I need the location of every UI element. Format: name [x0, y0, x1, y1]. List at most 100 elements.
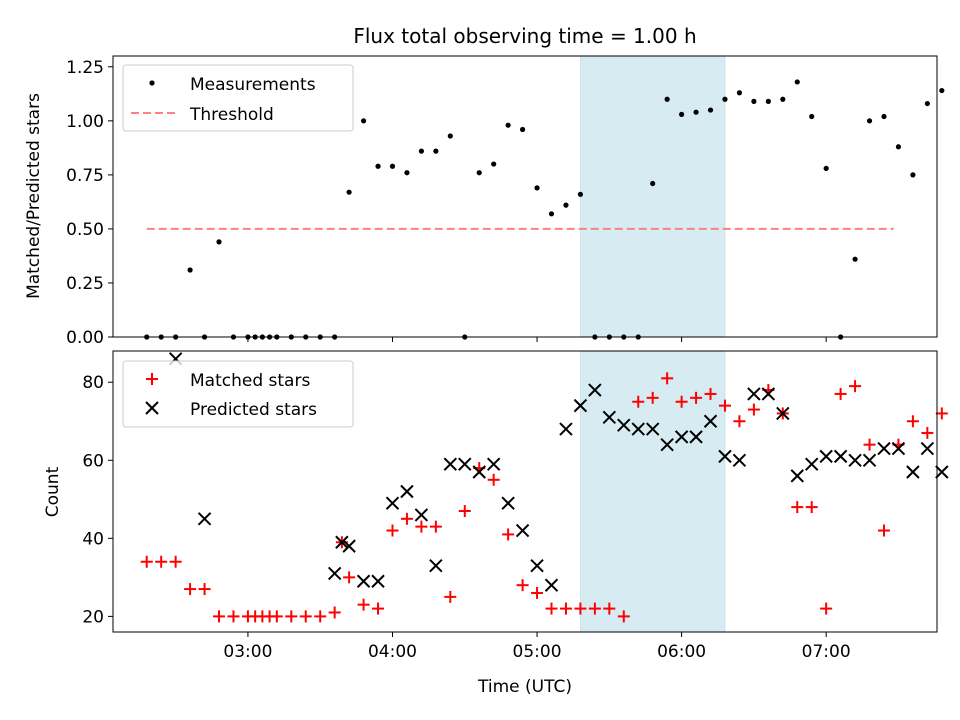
measurement-point	[823, 165, 829, 171]
predicted-star-point	[472, 465, 486, 479]
legend-predicted-stars: Predicted stars	[190, 400, 317, 420]
predicted-star-point	[703, 414, 718, 428]
matched-star-point	[343, 571, 356, 584]
top-axes-frame	[112, 55, 938, 338]
predicted-star-point	[660, 437, 674, 452]
matched-star-point	[444, 590, 457, 603]
top-x-ticks	[247, 337, 827, 342]
matched-star-point	[198, 583, 211, 596]
measurement-point	[360, 118, 367, 124]
bottom-x-ticks: 03:00 04:00 05:00 06:00 07:00	[223, 632, 851, 662]
predicted-star-point	[761, 387, 776, 401]
predicted-star-point	[819, 449, 833, 464]
predicted-star-point	[443, 457, 458, 471]
y-tick-label: 40	[82, 529, 104, 549]
predicted-star-point	[674, 430, 689, 444]
predicted-star-point	[573, 398, 588, 413]
measurement-point	[418, 148, 424, 154]
predicted-star-point	[515, 523, 530, 538]
x-tick-label: 04:00	[368, 642, 417, 662]
predicted-star-point	[414, 508, 429, 522]
measurement-point	[389, 163, 396, 169]
bottom-panel: 20 40 60 80 03:00 04:00 05:00 06:00 07:00 Count…	[43, 350, 949, 697]
measurement-point	[780, 96, 786, 102]
y-tick-label: 0.25	[66, 274, 104, 294]
predicted-star-point	[544, 578, 559, 592]
y-tick-label: 1.00	[66, 112, 104, 132]
measurement-point	[707, 107, 714, 113]
predicted-star-point	[833, 449, 848, 464]
matched-star-point	[357, 598, 370, 611]
matched-star-point	[429, 520, 442, 533]
measurement-point	[664, 96, 670, 102]
predicted-star-point	[718, 449, 732, 464]
bottom-y-ticks: 20 40 60 80	[82, 373, 113, 627]
matched-star-point	[213, 610, 226, 623]
matched-star-point	[733, 415, 746, 428]
bottom-y-axis-label: Count	[43, 466, 63, 517]
matched-star-point	[487, 473, 500, 486]
matched-star-point	[603, 602, 616, 615]
predicted-star-point	[501, 496, 515, 510]
chart-title: Flux total observing time = 1.00 h	[353, 24, 696, 48]
y-tick-label: 0.50	[66, 220, 104, 240]
measurement-point	[375, 163, 381, 169]
predicted-star-point	[920, 441, 935, 456]
predicted-star-point	[371, 574, 385, 588]
y-tick-label: 0.00	[66, 328, 104, 348]
predicted-star-point	[356, 574, 371, 588]
measurement-point	[910, 172, 916, 178]
predicted-star-point	[400, 484, 414, 499]
predicted-star-point	[689, 430, 703, 444]
legend-matched-stars: Matched stars	[190, 371, 310, 391]
measurement-point	[722, 96, 728, 102]
predicted-star-point	[486, 457, 501, 471]
y-tick-label: 20	[82, 607, 104, 627]
predicted-star-point	[602, 410, 617, 425]
predicted-star-point	[588, 383, 602, 397]
measurement-point	[404, 170, 410, 176]
matched-star-point	[458, 505, 471, 518]
predicted-star-point	[335, 535, 349, 549]
x-tick-label: 05:00	[513, 642, 562, 662]
bottom-legend: Matched stars Predicted stars	[122, 360, 354, 428]
predicted-stars-points	[168, 352, 949, 592]
predicted-star-point	[385, 496, 400, 510]
matched-star-point	[675, 395, 688, 408]
measurement-point	[491, 161, 497, 167]
measurement-point	[216, 239, 222, 245]
measurement-point	[881, 113, 887, 120]
x-tick-label: 07:00	[802, 642, 851, 662]
measurements-legend-marker	[149, 80, 155, 86]
measurement-point	[433, 148, 439, 154]
matched-star-point	[270, 610, 283, 623]
measurement-point	[519, 126, 526, 133]
matched-star-point	[140, 555, 153, 568]
matched-star-point	[834, 387, 847, 400]
legend-threshold: Threshold	[189, 105, 274, 125]
predicted-star-point	[848, 453, 862, 467]
predicted-star-point	[776, 406, 790, 421]
predicted-star-point	[862, 453, 877, 467]
top-legend-box	[122, 64, 354, 132]
predicted-star-point	[631, 422, 645, 436]
predicted-star-point	[805, 457, 819, 471]
measurement-point	[939, 87, 945, 94]
matched-star-point	[227, 610, 240, 623]
measurement-point	[476, 170, 482, 176]
measurement-point	[447, 133, 453, 139]
matched-star-point	[632, 395, 645, 408]
matched-star-point	[386, 524, 399, 537]
top-y-axis-label: Matched/Predicted stars	[24, 93, 44, 299]
matched-star-point	[285, 610, 298, 623]
x-tick-label: 03:00	[223, 642, 272, 662]
matched-star-point	[747, 403, 760, 416]
measurement-point	[548, 211, 555, 217]
measurement-point	[895, 144, 902, 150]
matched-star-point	[314, 610, 327, 623]
measurement-point	[794, 79, 800, 85]
matched-star-point	[372, 602, 385, 615]
matched-star-point	[877, 524, 890, 537]
x-tick-label: 06:00	[657, 642, 706, 662]
measurement-point	[534, 185, 540, 191]
